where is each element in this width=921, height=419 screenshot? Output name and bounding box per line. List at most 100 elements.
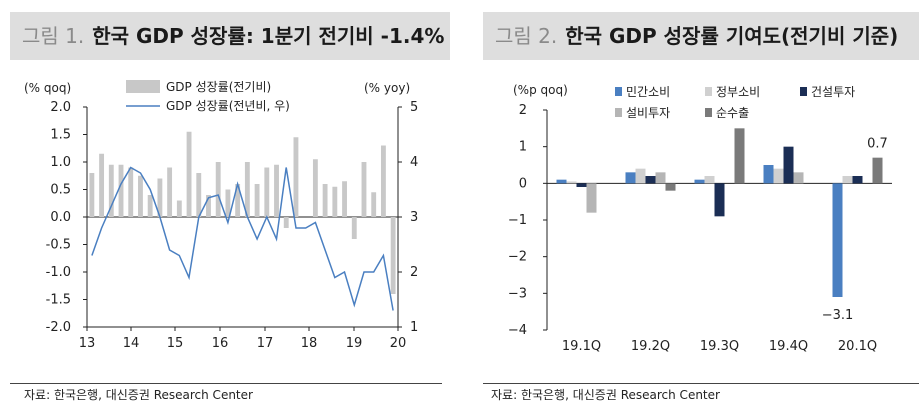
bar-qoq: [322, 184, 328, 217]
bar-qoq: [361, 162, 367, 217]
bar-qoq: [157, 178, 163, 217]
chart-panel-1: 그림 1. 한국 GDP 성장률: 1분기 전기비 -1.4% (% qoq) (%…: [0, 0, 452, 419]
bar-qoq: [225, 189, 231, 217]
bar-qoq: [235, 184, 241, 217]
bar-건설투자: [714, 183, 725, 217]
category-label: 19.4Q: [769, 339, 808, 354]
bar-설비투자: [586, 183, 597, 213]
data-label: −3.1: [822, 308, 854, 323]
bar-qoq: [283, 217, 289, 228]
bar-민간소비: [625, 172, 636, 184]
y-tick-label: −2: [508, 250, 527, 265]
bar-qoq: [138, 175, 143, 217]
bar-qoq: [206, 195, 211, 217]
bar-qoq: [176, 200, 182, 217]
legend-label: 정부소비: [716, 85, 760, 99]
bar-설비투자: [793, 172, 804, 184]
legend-label-line: GDP 성장률(전년비, 우): [166, 99, 290, 113]
left-tick-label: -1.5: [46, 293, 71, 308]
bar-qoq: [89, 173, 95, 217]
chart-2-source: 자료: 한국은행, 대신증권 Research Center: [491, 388, 720, 402]
bar-qoq: [196, 173, 202, 217]
category-label: 19.2Q: [631, 339, 670, 354]
bar-qoq: [186, 131, 192, 217]
right-tick-label: 2: [410, 265, 418, 280]
bar-정부소비: [635, 168, 646, 184]
legend-swatch: [615, 87, 622, 96]
bar-qoq: [332, 186, 338, 217]
left-axis-unit: (% qoq): [24, 81, 71, 95]
line-yoy: [91, 166, 394, 311]
legend-swatch: [800, 87, 807, 96]
bar-qoq: [128, 167, 134, 217]
chart-1-source-divider: [10, 383, 442, 384]
left-tick-label: 1.0: [50, 155, 71, 170]
bar-qoq: [380, 145, 386, 217]
chart-2-title: 그림 2. 한국 GDP 성장률 기여도(전기비 기준): [495, 24, 899, 48]
legend-label: 설비투자: [626, 106, 670, 120]
bar-순수출: [665, 183, 676, 191]
chart-panel-2: 그림 2. 한국 GDP 성장률 기여도(전기비 기준) (%p qoq) 민간소비…: [469, 0, 921, 419]
x-tick-label: 17: [257, 336, 274, 351]
category-label: 19.1Q: [562, 339, 601, 354]
bar-설비투자: [655, 172, 666, 184]
y-axis-unit: (%p qoq): [513, 83, 568, 97]
bar-qoq: [342, 181, 347, 217]
chart-1-source: 자료: 한국은행, 대신증권 Research Center: [24, 388, 253, 402]
y-tick-label: 0: [519, 176, 527, 191]
chart-2-source-divider: [483, 383, 919, 384]
legend-swatch-bars: [126, 80, 160, 93]
legend-label-bars: GDP 성장률(전기비): [166, 80, 271, 94]
x-tick-label: 20: [390, 336, 407, 351]
left-tick-label: 1.5: [50, 128, 71, 143]
y-tick-label: 2: [519, 103, 527, 118]
category-label: 20.1Q: [838, 339, 877, 354]
bar-민간소비: [556, 179, 567, 184]
right-tick-label: 1: [410, 320, 418, 335]
y-tick-label: −3: [508, 286, 527, 301]
x-tick-label: 18: [301, 336, 318, 351]
chart-1-title: 그림 1. 한국 GDP 성장률: 1분기 전기비 -1.4%: [22, 24, 445, 48]
bar-정부소비: [773, 168, 784, 184]
bar-순수출: [734, 128, 745, 184]
y-tick-label: −4: [508, 323, 527, 338]
bar-민간소비: [694, 179, 705, 184]
left-tick-label: 0.0: [50, 210, 71, 225]
bar-qoq: [108, 164, 114, 217]
x-tick-label: 15: [167, 336, 184, 351]
bar-정부소비: [704, 176, 715, 184]
x-tick-label: 19: [346, 336, 363, 351]
chart-1-plot: (% qoq) (% yoy) GDP 성장률(전기비) GDP 성장률(전년비, 우…: [24, 80, 418, 351]
bar-민간소비: [763, 165, 774, 184]
legend-label: 순수출: [716, 106, 749, 120]
legend-swatch: [705, 87, 712, 96]
bar-정부소비: [566, 181, 577, 184]
bar-qoq: [274, 164, 279, 217]
bar-qoq: [312, 159, 318, 217]
x-tick-label: 13: [79, 336, 96, 351]
bar-qoq: [254, 184, 260, 217]
bar-건설투자: [783, 146, 794, 184]
bar-건설투자: [645, 176, 656, 184]
category-label: 19.3Q: [700, 339, 739, 354]
chart-1-title-bar: 그림 1. 한국 GDP 성장률: 1분기 전기비 -1.4%: [10, 12, 450, 60]
bar-qoq: [167, 167, 173, 217]
bar-순수출: [872, 157, 883, 184]
right-tick-label: 3: [410, 210, 418, 225]
x-tick-label: 14: [123, 336, 140, 351]
legend-swatch: [705, 108, 712, 117]
bar-건설투자: [576, 183, 587, 187]
left-tick-label: -1.0: [46, 265, 71, 280]
bar-정부소비: [842, 176, 853, 184]
y-tick-label: 1: [519, 140, 527, 155]
right-tick-label: 5: [410, 100, 418, 115]
x-tick-label: 16: [212, 336, 229, 351]
bar-qoq: [147, 195, 153, 217]
left-tick-label: 0.5: [50, 183, 71, 198]
right-tick-label: 4: [410, 155, 418, 170]
bar-qoq: [118, 164, 124, 217]
left-tick-label: 2.0: [50, 100, 71, 115]
bar-qoq: [215, 162, 221, 217]
bar-민간소비: [832, 183, 843, 297]
